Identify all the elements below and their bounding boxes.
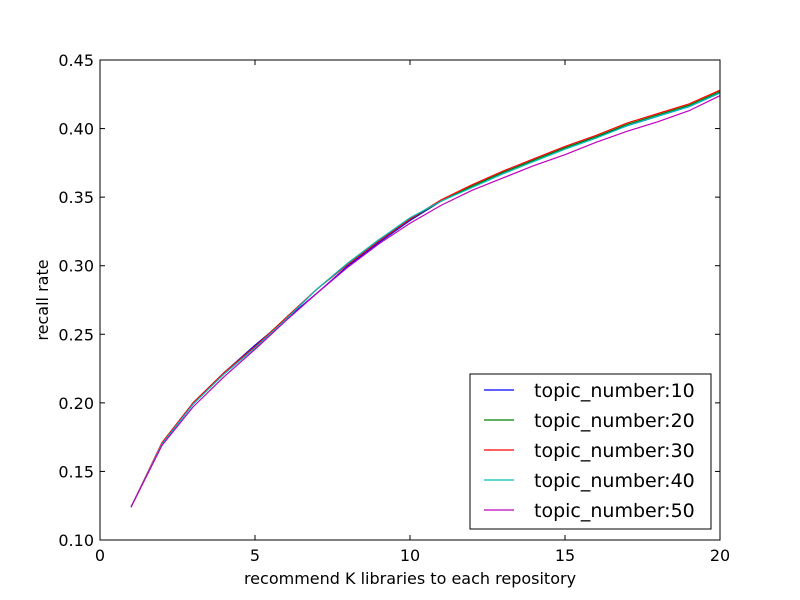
legend-label-2: topic_number:20 xyxy=(534,410,695,432)
x-tick-label: 0 xyxy=(95,546,105,565)
legend-label-3: topic_number:30 xyxy=(534,440,695,462)
x-tick-label: 15 xyxy=(555,546,575,565)
legend-items: topic_number:10 topic_number:20 topic_numb… xyxy=(484,380,695,522)
x-tick-label: 20 xyxy=(710,546,730,565)
legend: topic_number:10 topic_number:20 topic_numb… xyxy=(469,373,712,530)
y-tick-label: 0.25 xyxy=(58,325,94,344)
legend-label-5: topic_number:50 xyxy=(534,500,695,522)
y-axis-label: recall rate xyxy=(33,259,52,340)
ticks-layer: 0 5 10 15 20 0.10 0.15 0.20 0.25 0.30 0.35 0.40 0.45 xyxy=(58,51,730,565)
series-line-4 xyxy=(130,92,721,508)
legend-box xyxy=(469,373,712,530)
x-tick-label: 5 xyxy=(250,546,260,565)
y-tick-label: 0.45 xyxy=(58,51,94,70)
y-tick-label: 0.40 xyxy=(58,120,94,139)
legend-label-4: topic_number:40 xyxy=(534,470,695,492)
y-tick-label: 0.30 xyxy=(58,257,94,276)
y-tick-label: 0.35 xyxy=(58,188,94,207)
y-tick-label: 0.20 xyxy=(58,394,94,413)
legend-label-1: topic_number:10 xyxy=(534,380,695,402)
series-line-5 xyxy=(130,95,721,508)
y-tick-label: 0.15 xyxy=(58,462,94,481)
x-axis-label: recommend K libraries to each repository xyxy=(244,569,576,588)
series-layer xyxy=(130,89,721,508)
x-tick-label: 10 xyxy=(400,546,420,565)
y-tick-label: 0.10 xyxy=(58,531,94,550)
